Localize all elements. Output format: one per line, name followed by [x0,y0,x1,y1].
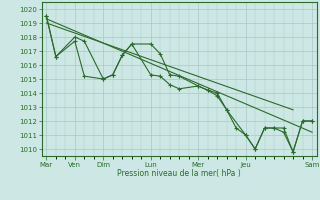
X-axis label: Pression niveau de la mer( hPa ): Pression niveau de la mer( hPa ) [117,169,241,178]
